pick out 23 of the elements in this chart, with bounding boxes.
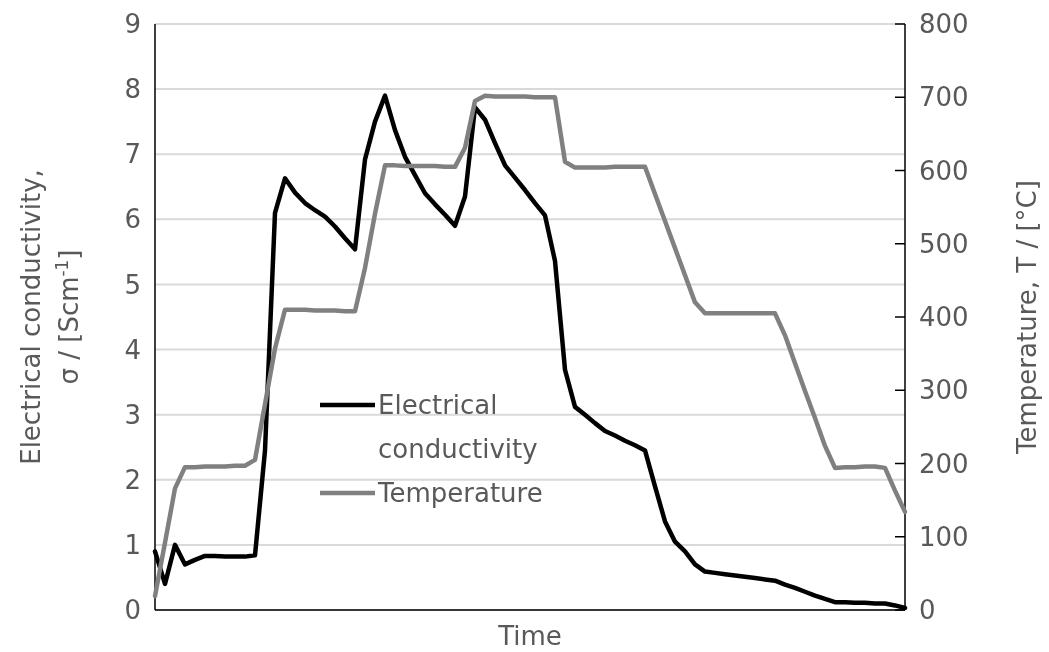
y2-tick-label: 0 <box>919 595 936 626</box>
y2-tick-label: 200 <box>919 448 969 479</box>
y-tick-label: 1 <box>124 529 141 560</box>
y-tick-label: 6 <box>124 204 141 235</box>
y-tick-label: 3 <box>124 399 141 430</box>
x-axis-title: Time <box>497 621 562 651</box>
y2-tick-label: 400 <box>919 302 969 333</box>
y-tick-label: 2 <box>124 464 141 495</box>
y2-tick-label: 600 <box>919 155 969 186</box>
y-tick-label: 7 <box>124 139 141 170</box>
legend-label: Temperature <box>377 478 543 509</box>
y2-axis-title: Temperature, T / [°C] <box>1012 180 1042 455</box>
y-tick-label: 9 <box>124 9 141 40</box>
y2-tick-label: 500 <box>919 228 969 259</box>
y2-tick-label: 700 <box>919 82 969 113</box>
legend-label: Electrical conductivity <box>378 390 538 465</box>
y2-tick-label: 300 <box>919 375 969 406</box>
y-tick-label: 8 <box>124 74 141 105</box>
y2-tick-label: 800 <box>919 9 969 40</box>
y-tick-label: 0 <box>124 595 141 626</box>
y2-tick-label: 100 <box>919 521 969 552</box>
y-tick-label: 4 <box>124 334 141 365</box>
y-tick-label: 5 <box>124 269 141 300</box>
